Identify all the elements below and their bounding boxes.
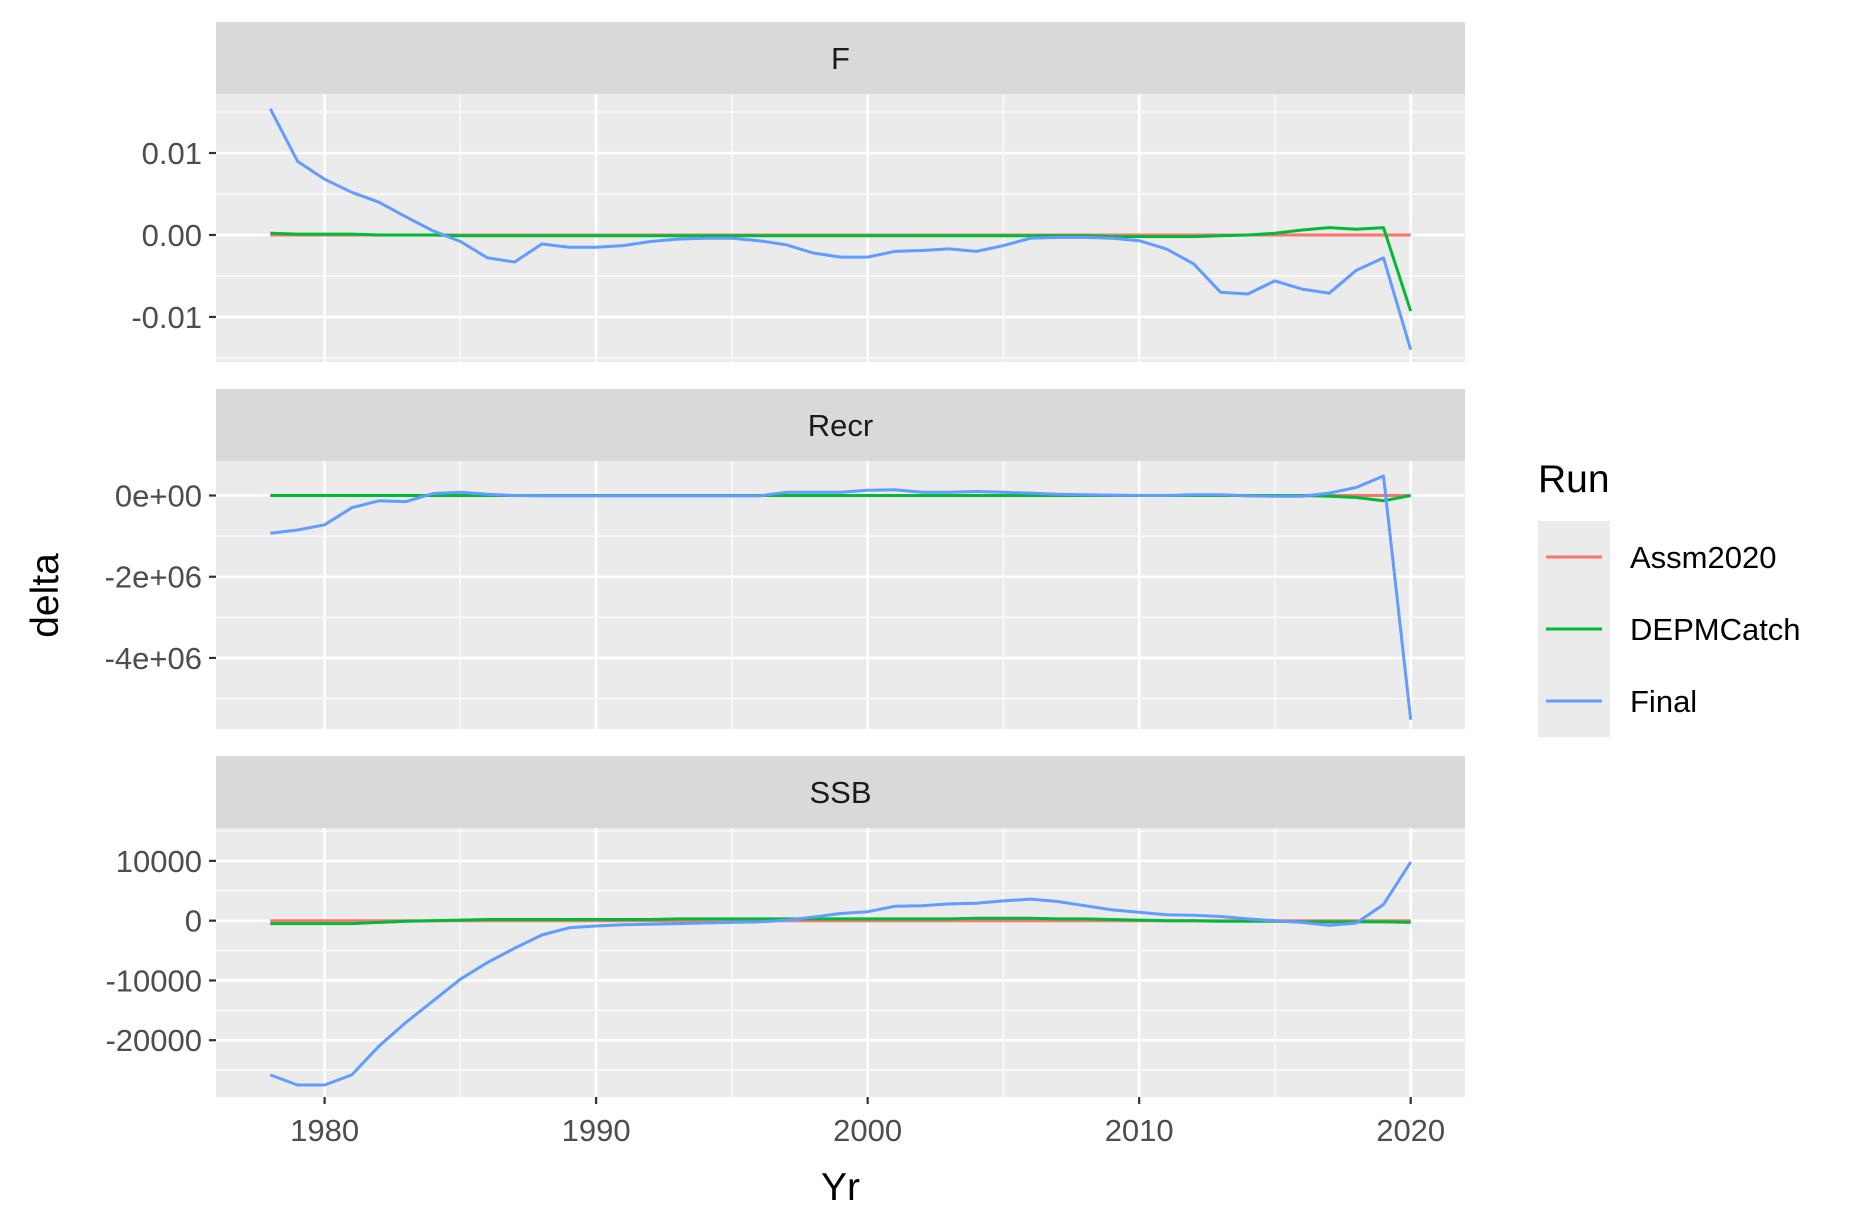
y-tick-label: -0.01 <box>131 300 202 335</box>
series-line-depmcatch <box>270 916 1411 926</box>
legend-title: Run <box>1538 458 1610 501</box>
x-tick-label: 1990 <box>562 1113 631 1148</box>
series-line-final <box>269 861 1412 1087</box>
y-tick-label: 0e+00 <box>115 479 202 514</box>
legend-label: Assm2020 <box>1630 540 1776 575</box>
facet-strip <box>216 389 1465 461</box>
y-tick-label: -10000 <box>105 963 202 998</box>
facet-strip <box>216 22 1465 94</box>
x-tick-label: 1980 <box>290 1113 359 1148</box>
x-tick-label: 2010 <box>1105 1113 1174 1148</box>
facet-strip <box>216 756 1465 828</box>
x-tick-label: 2020 <box>1376 1113 1445 1148</box>
y-tick-label: 0 <box>185 904 202 939</box>
facet-panel <box>216 461 1465 729</box>
y-tick-label: 10000 <box>116 844 202 879</box>
facet-panel <box>216 94 1465 362</box>
legend-label: Final <box>1630 684 1697 719</box>
x-axis-title: Yr <box>821 1166 860 1209</box>
facet-strip-label: SSB <box>809 775 871 810</box>
facet-strip-label: Recr <box>808 408 873 443</box>
y-tick-label: -2e+06 <box>105 560 202 595</box>
y-tick-label: 0.01 <box>142 136 202 171</box>
series-line-final <box>268 108 1413 351</box>
y-axis-title: delta <box>24 553 67 638</box>
y-tick-label: -4e+06 <box>105 641 202 676</box>
legend-label: DEPMCatch <box>1630 612 1801 647</box>
series-line-depmcatch <box>270 226 1413 312</box>
series-line-final <box>270 474 1413 720</box>
y-tick-label: -20000 <box>105 1023 202 1058</box>
facet-panel <box>216 828 1465 1097</box>
x-tick-label: 2000 <box>833 1113 902 1148</box>
facet-strip-label: F <box>831 41 850 76</box>
y-tick-label: 0.00 <box>142 218 202 253</box>
